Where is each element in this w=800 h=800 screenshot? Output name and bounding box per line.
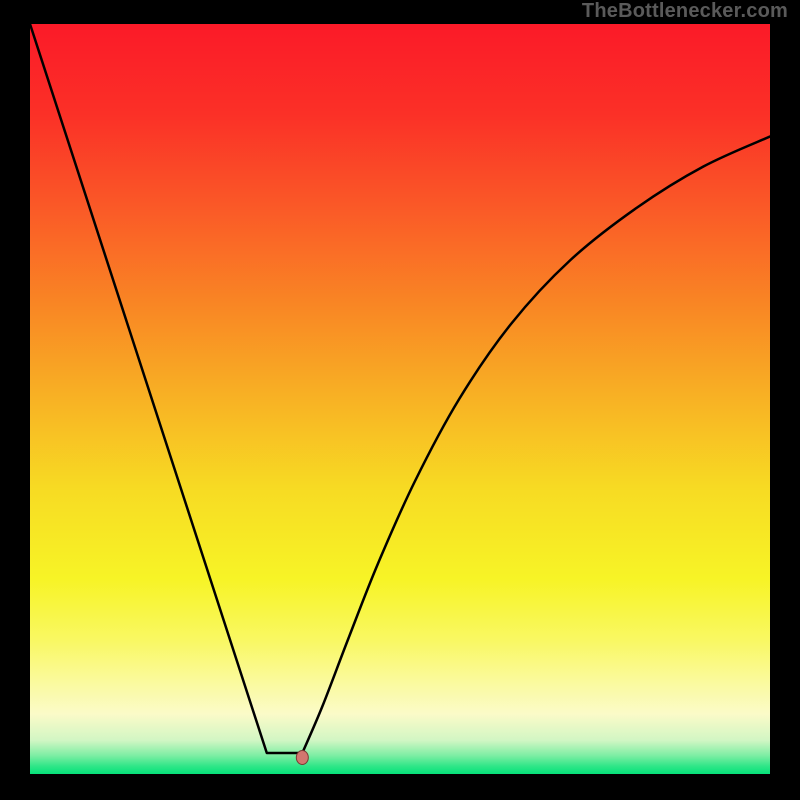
plot-area bbox=[30, 24, 770, 774]
bottleneck-curve bbox=[30, 24, 770, 753]
optimal-point-marker bbox=[296, 751, 308, 765]
curve-layer bbox=[30, 24, 770, 774]
watermark-text: TheBottlenecker.com bbox=[582, 0, 788, 23]
chart-container: TheBottlenecker.com bbox=[0, 0, 800, 800]
